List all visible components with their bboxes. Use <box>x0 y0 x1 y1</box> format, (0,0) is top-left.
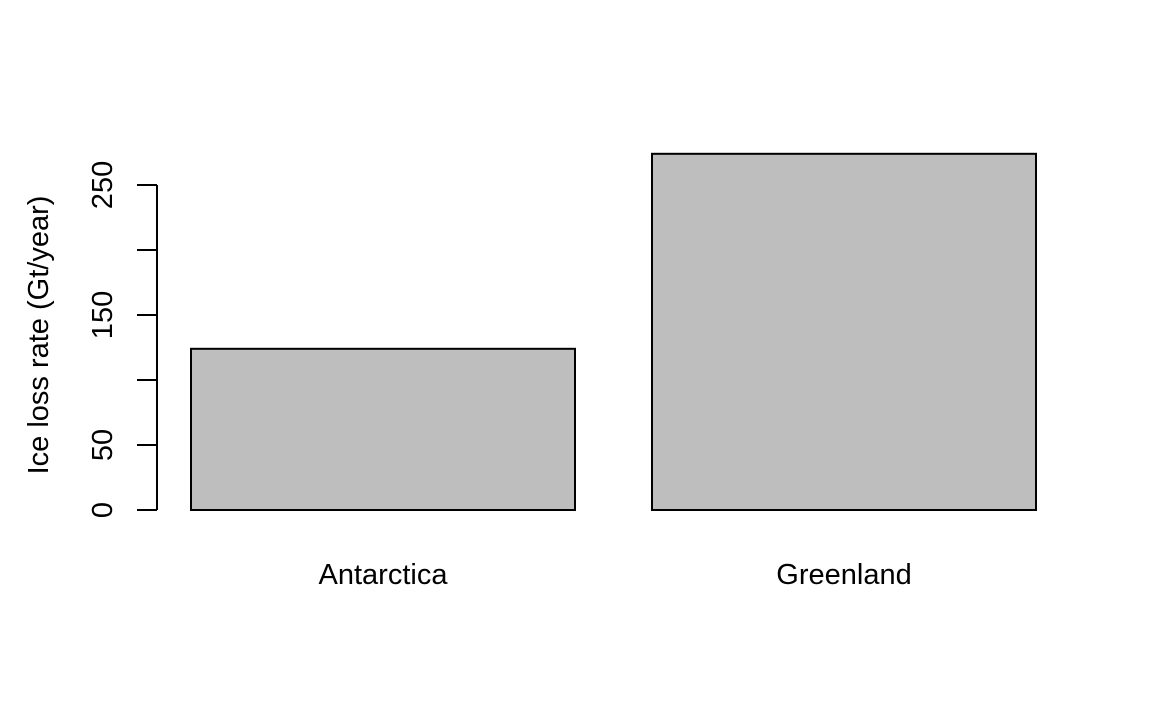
x-tick-label-greenland: Greenland <box>776 559 911 591</box>
y-tick-label: 0 <box>87 502 119 518</box>
y-axis-title: Ice loss rate (Gt/year) <box>23 196 55 475</box>
x-axis-labels: Antarctica Greenland <box>319 559 912 591</box>
y-tick-label: 150 <box>87 291 119 339</box>
y-axis: 0 50 150 250 <box>87 161 158 518</box>
bar-greenland <box>651 152 1037 512</box>
bar-antarctica <box>190 347 576 511</box>
y-tick-label: 250 <box>87 161 119 209</box>
bars-group <box>190 152 1037 512</box>
x-tick-label-antarctica: Antarctica <box>319 559 449 591</box>
y-tick-label: 50 <box>87 429 119 461</box>
